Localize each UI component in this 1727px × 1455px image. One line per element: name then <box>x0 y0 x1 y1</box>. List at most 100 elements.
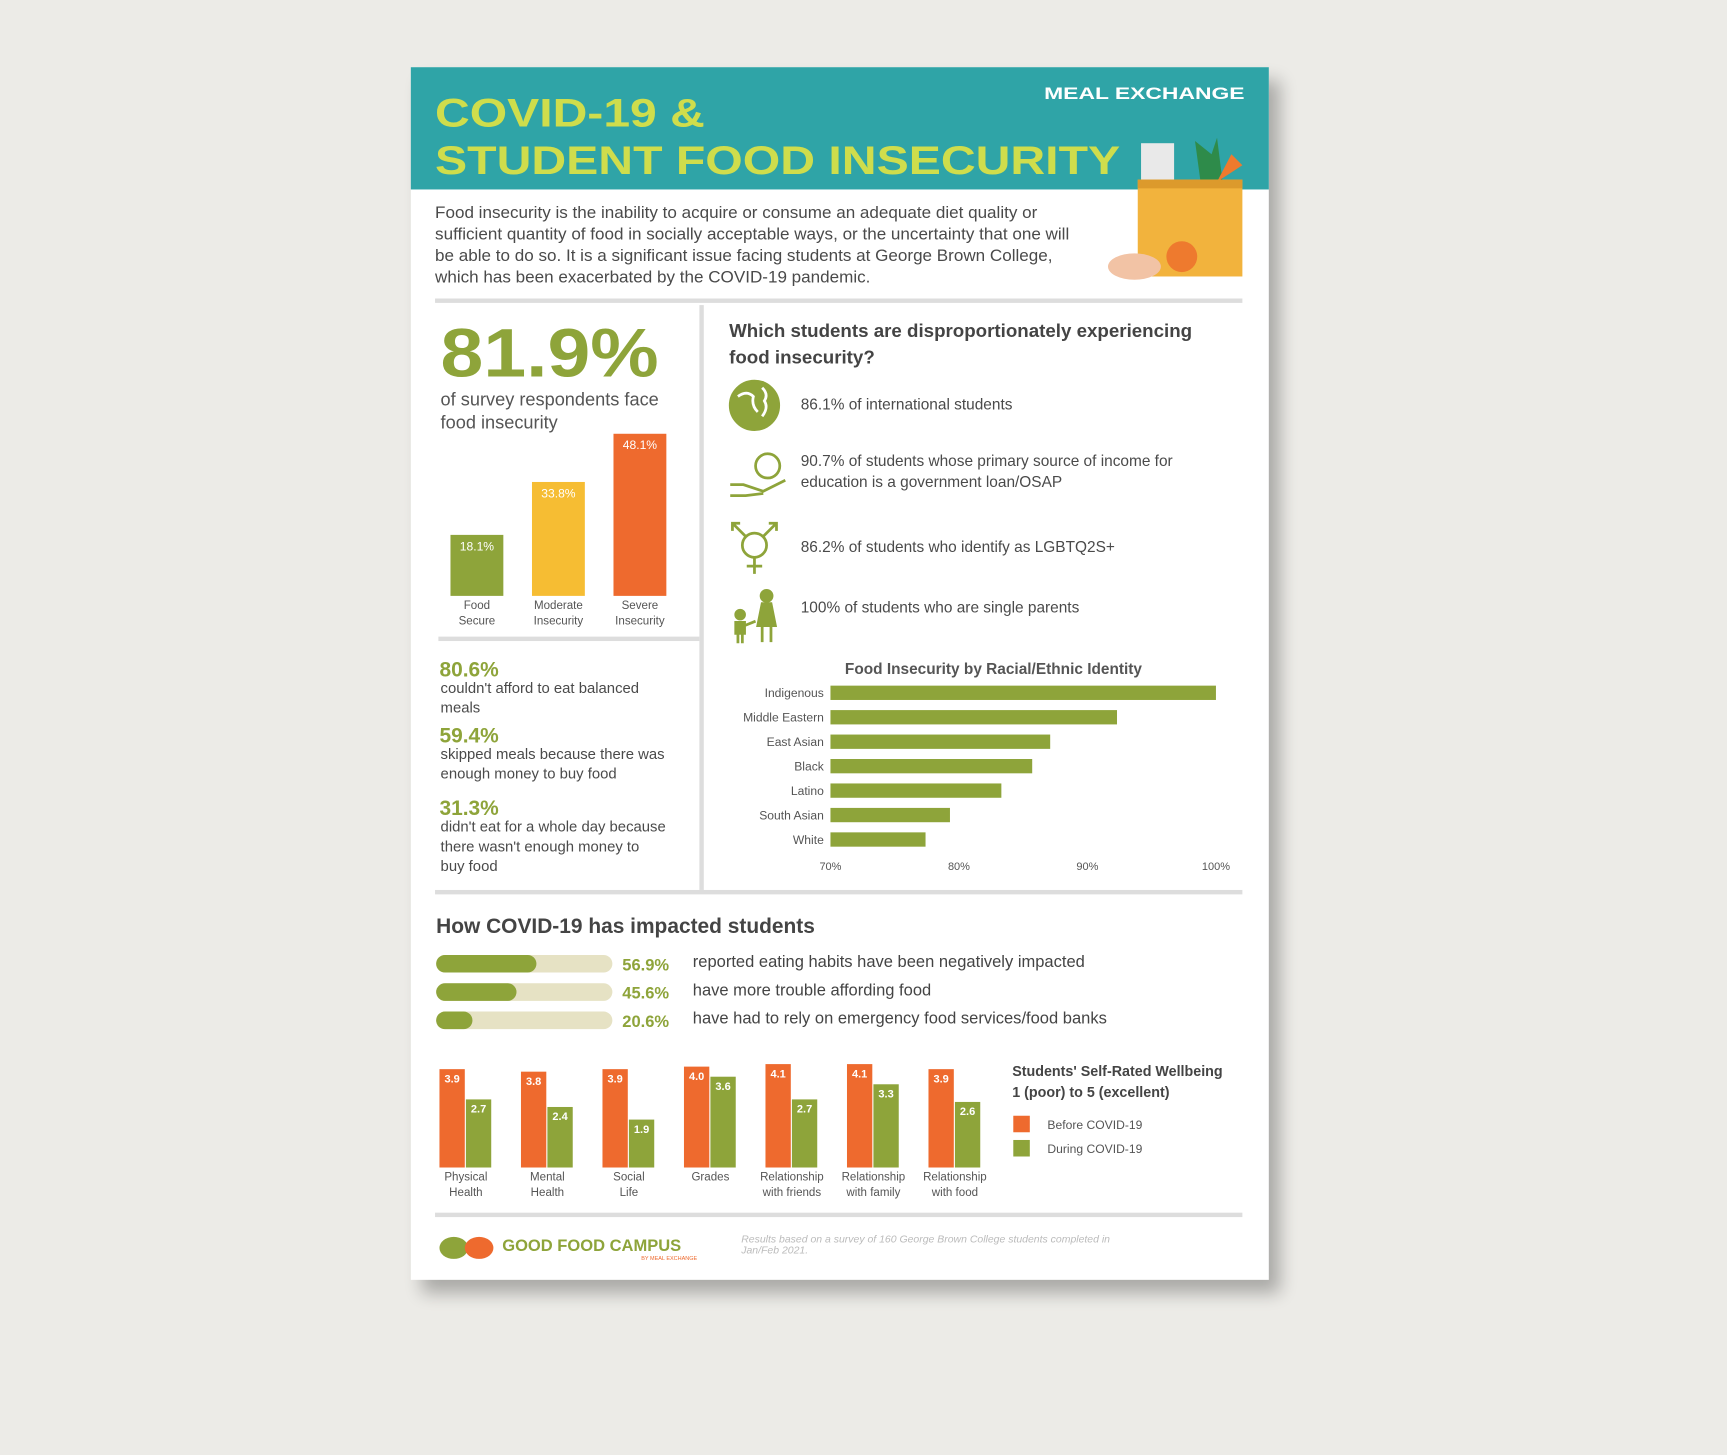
category-label: South Asian <box>759 808 824 822</box>
category-label: Social Life <box>613 1170 645 1199</box>
bar <box>830 710 1118 725</box>
bar <box>531 481 585 596</box>
bar-label: 48.1% <box>623 438 658 452</box>
headline-text: of survey respondents face food insecuri… <box>440 389 659 433</box>
category-label: Grades <box>691 1170 730 1185</box>
bar <box>520 1071 547 1168</box>
x-tick-label: 70% <box>819 861 841 873</box>
bar <box>830 783 1002 798</box>
intro-line: sufficient quantity of food in socially … <box>435 225 1069 244</box>
group-item-box: 86.2% of students who identify as LGBTQ2… <box>800 537 1115 556</box>
bar-label: 4.0 <box>689 1071 704 1083</box>
stat-value: 80.6% <box>439 658 499 681</box>
bar-label: 1.9 <box>634 1124 649 1136</box>
bar-label: 3.9 <box>934 1073 949 1085</box>
group-item: 100% of students who are single parents <box>800 598 1080 616</box>
globe-lines <box>737 386 768 418</box>
bar <box>791 1099 818 1168</box>
leaves <box>1195 137 1223 182</box>
child-body <box>734 619 757 644</box>
category-label: Indigenous <box>765 686 824 700</box>
category-label: Physical Health <box>444 1170 488 1199</box>
bag-rim <box>1137 179 1243 189</box>
progress-text: have had to rely on emergency food servi… <box>693 1009 1107 1028</box>
category-label-box: Relationship with family <box>842 1171 906 1199</box>
money-bag-icon <box>754 452 782 480</box>
orange <box>1166 241 1198 273</box>
stat-text: couldn't afford to eat balanced meals <box>440 679 640 716</box>
stat-text: skipped meals because there was enough m… <box>440 745 665 783</box>
bar-label: 2.7 <box>471 1104 486 1116</box>
bubble <box>439 1236 469 1259</box>
brand: MEAL EXCHANGE <box>1044 84 1244 103</box>
group-item-box: 86.1% of international students <box>801 395 1013 413</box>
progress-fill <box>436 1011 473 1030</box>
title-line: COVID-19 & <box>435 92 705 136</box>
footer-logo: GOOD FOOD CAMPUS <box>502 1236 681 1255</box>
headline-text-box: of survey respondents face food insecuri… <box>440 389 659 433</box>
bar <box>613 433 667 596</box>
grocery-illustration <box>1108 137 1243 280</box>
bar <box>928 1069 954 1168</box>
footer-logo-mark <box>439 1236 494 1259</box>
intro-line: which has been exacerbated by the COVID-… <box>434 268 870 287</box>
intro-line: be able to do so. It is a significant is… <box>435 246 1052 265</box>
bar-label: 4.1 <box>852 1068 867 1080</box>
x-tick-label: 90% <box>1076 861 1098 873</box>
carrot <box>1217 154 1243 182</box>
bar-label: 2.7 <box>797 1104 812 1116</box>
bar <box>439 1069 465 1168</box>
bread <box>1108 253 1161 280</box>
progress-label: 45.6% <box>622 984 669 1003</box>
stat-text-box: didn't eat for a whole day because there… <box>441 818 666 874</box>
x-tick-label: 100% <box>1202 861 1230 873</box>
bar <box>830 807 950 823</box>
bar <box>846 1064 873 1168</box>
category-label-box: Severe Insecurity <box>615 599 664 627</box>
gender-arrows <box>731 521 778 574</box>
progress-label: 56.9% <box>622 955 669 974</box>
bar-label: 4.1 <box>770 1068 785 1080</box>
category-label-box: Relationship with food <box>923 1171 987 1199</box>
group-item: 86.2% of students who identify as LGBTQ2… <box>800 537 1115 556</box>
bar-label: 3.8 <box>526 1076 541 1088</box>
dividers <box>435 298 1243 1218</box>
groups-title: Which students are disproportionately ex… <box>729 320 1193 368</box>
icons <box>728 379 786 644</box>
category-label-box: Physical Health <box>444 1170 488 1199</box>
bar <box>765 1064 791 1168</box>
category-label: Relationship with friends <box>760 1170 824 1199</box>
title-line: STUDENT FOOD INSECURITY <box>435 139 1120 183</box>
category-label: East Asian <box>767 735 824 749</box>
divider <box>438 636 700 642</box>
category-label-box: Social Life <box>613 1170 645 1199</box>
legend-label: During COVID-19 <box>1047 1142 1142 1156</box>
category-label: Black <box>794 760 825 774</box>
header-band <box>410 67 1269 190</box>
stat-value: 59.4% <box>439 724 499 747</box>
divider <box>435 298 1243 303</box>
chart-title: Food Insecurity by Racial/Ethnic Identit… <box>845 661 1142 678</box>
legend-swatch <box>1013 1139 1030 1157</box>
bar <box>465 1099 492 1168</box>
progress-text: have more trouble affording food <box>693 980 931 999</box>
bar <box>873 1084 899 1168</box>
category-label: Food Secure <box>458 599 496 628</box>
progress-fill <box>436 983 517 1001</box>
headline-value: 81.9% <box>441 316 659 392</box>
bar <box>830 832 926 847</box>
bar-label: 3.6 <box>715 1081 730 1093</box>
chart-subtitle: 1 (poor) to 5 (excellent) <box>1012 1085 1170 1101</box>
bar <box>954 1101 981 1168</box>
hand-icon <box>730 479 786 498</box>
bar <box>628 1119 655 1168</box>
bar <box>830 685 1216 700</box>
group-item-box: 100% of students who are single parents <box>800 598 1080 616</box>
category-label: Moderate Insecurity <box>533 599 584 628</box>
stat-text-box: couldn't afford to eat balanced meals <box>440 679 640 716</box>
bar-label: 2.4 <box>552 1111 568 1123</box>
category-label: White <box>793 833 824 847</box>
parent-body <box>756 602 778 643</box>
category-label-box: Mental Health <box>530 1171 565 1199</box>
